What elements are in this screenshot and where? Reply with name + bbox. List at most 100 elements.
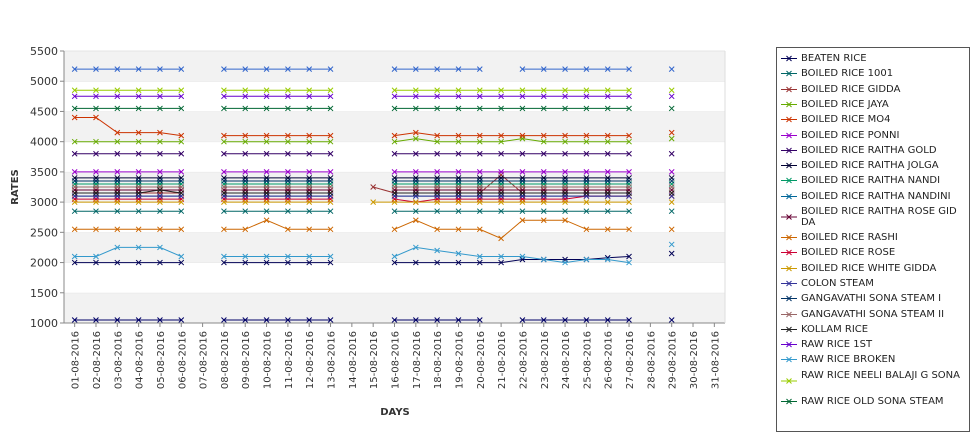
data-point bbox=[604, 178, 611, 184]
data-point bbox=[221, 138, 227, 145]
data-point bbox=[476, 105, 483, 112]
data-point bbox=[498, 184, 504, 190]
data-point bbox=[583, 256, 590, 263]
series-group bbox=[71, 114, 675, 139]
data-point bbox=[157, 169, 163, 175]
data-point bbox=[71, 169, 78, 175]
data-point bbox=[626, 132, 632, 139]
data-point bbox=[263, 317, 270, 323]
data-point bbox=[221, 178, 227, 184]
y-tick-label: 2500 bbox=[30, 226, 58, 239]
data-point bbox=[604, 190, 611, 196]
data-point bbox=[519, 217, 526, 224]
data-point bbox=[285, 87, 291, 94]
data-point bbox=[562, 199, 568, 205]
data-point bbox=[412, 244, 419, 251]
data-point bbox=[263, 190, 270, 196]
data-point bbox=[285, 259, 291, 266]
data-point bbox=[604, 138, 611, 145]
data-point bbox=[157, 178, 163, 184]
data-point bbox=[476, 169, 483, 175]
legend-item: BEATEN RICE bbox=[777, 53, 969, 64]
data-point bbox=[455, 317, 462, 323]
data-point bbox=[668, 169, 675, 175]
legend-label: GANGAVATHI SONA STEAM II bbox=[801, 308, 945, 320]
data-point bbox=[221, 317, 227, 323]
data-point bbox=[285, 208, 291, 215]
data-point bbox=[157, 66, 163, 72]
legend-item: BOILED RICE MO4 bbox=[777, 114, 969, 125]
series-group bbox=[71, 150, 675, 157]
legend-label: BOILED RICE ROSE bbox=[801, 247, 896, 259]
data-point bbox=[263, 87, 270, 94]
data-point bbox=[476, 132, 483, 139]
data-point bbox=[157, 244, 163, 251]
data-point bbox=[412, 150, 419, 157]
series-line bbox=[394, 246, 630, 264]
legend-item: RAW RICE OLD SONA STEAM bbox=[777, 396, 969, 407]
data-point bbox=[263, 184, 270, 190]
data-point bbox=[135, 178, 142, 184]
data-point bbox=[562, 217, 568, 224]
data-point bbox=[135, 150, 142, 157]
data-point bbox=[391, 184, 398, 190]
legend-label: RAW RICE BROKEN bbox=[801, 354, 896, 366]
data-point bbox=[626, 138, 632, 145]
data-point bbox=[391, 132, 398, 139]
x-tick-label: 05-08-2016 bbox=[156, 331, 167, 389]
data-point bbox=[135, 93, 142, 100]
data-point bbox=[540, 178, 547, 184]
data-point bbox=[434, 132, 440, 139]
data-point bbox=[327, 226, 334, 233]
data-point bbox=[434, 150, 440, 157]
data-point bbox=[263, 66, 270, 72]
data-point bbox=[327, 208, 334, 215]
data-point bbox=[114, 244, 121, 251]
series-group bbox=[71, 208, 675, 215]
data-point bbox=[71, 253, 78, 260]
data-point bbox=[668, 226, 675, 233]
data-point bbox=[519, 105, 526, 112]
data-point bbox=[498, 190, 504, 196]
data-point bbox=[540, 217, 547, 224]
data-point bbox=[668, 129, 675, 136]
data-point bbox=[668, 135, 675, 142]
data-point bbox=[626, 169, 632, 175]
legend-item: RAW RICE BROKEN bbox=[777, 354, 969, 365]
series-group bbox=[71, 87, 675, 94]
x-tick-label: 23-08-2016 bbox=[540, 331, 551, 389]
data-point bbox=[476, 226, 483, 233]
data-point bbox=[263, 178, 270, 184]
legend-marker bbox=[781, 193, 797, 200]
data-point bbox=[327, 259, 334, 266]
series-line bbox=[223, 219, 331, 230]
grid-band bbox=[64, 292, 725, 323]
legend-label: BOILED RICE RAITHA JOLGA bbox=[801, 160, 939, 172]
series-group bbox=[71, 241, 675, 266]
legend-item: BOILED RICE WHITE GIDDA bbox=[777, 263, 969, 274]
data-point bbox=[476, 138, 483, 145]
data-point bbox=[519, 208, 526, 215]
data-point bbox=[583, 66, 590, 72]
data-point bbox=[604, 105, 611, 112]
data-point bbox=[626, 190, 632, 196]
series-line bbox=[74, 246, 182, 257]
data-point bbox=[135, 66, 142, 72]
x-tick-label: 14-08-2016 bbox=[348, 331, 359, 389]
legend-item: COLON STEAM bbox=[777, 278, 969, 289]
data-point bbox=[498, 199, 504, 205]
data-point bbox=[114, 138, 121, 145]
data-point bbox=[114, 199, 121, 205]
data-point bbox=[562, 317, 568, 323]
data-point bbox=[434, 87, 440, 94]
data-point bbox=[540, 208, 547, 215]
data-point bbox=[668, 184, 675, 190]
data-point bbox=[178, 66, 185, 72]
legend-marker bbox=[781, 86, 797, 92]
data-point bbox=[242, 169, 249, 175]
legend-marker bbox=[781, 234, 797, 241]
data-point bbox=[242, 226, 249, 233]
y-axis-label: RATES bbox=[10, 169, 21, 205]
data-point bbox=[327, 150, 334, 157]
data-point bbox=[221, 208, 227, 215]
